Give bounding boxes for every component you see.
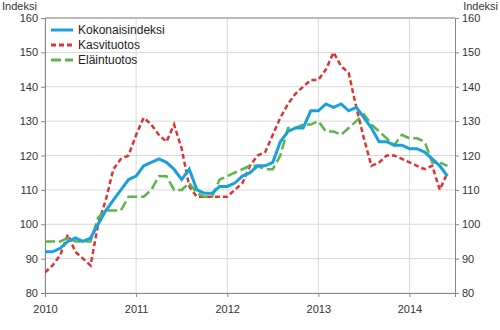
tick-label: 2010 [33,303,57,315]
tick-label: 80 [26,287,38,299]
tick-label: 90 [462,253,474,265]
tick-mark [41,224,45,225]
x-axis: 2010 2011 2012 2013 2014 [33,293,455,315]
y2-label: Indeksi [463,0,498,12]
grid-line [45,258,455,259]
tick: 140 [20,81,45,93]
tick-mark [41,156,45,157]
tick-mark [41,190,45,191]
tick-label: 150 [20,46,38,58]
axis-line [456,19,460,294]
y-axis: 80 90 100 110 120 130 140 150 160 [20,12,46,299]
tick-mark [318,293,319,297]
tick-label: 2014 [398,303,422,315]
tick-label: 80 [462,287,474,299]
tick-mark [41,121,45,122]
tick: 2011 [125,293,149,315]
tick: 80 [26,287,45,299]
tick-label: 130 [462,115,480,127]
legend-swatch [51,44,73,47]
tick-label: 110 [462,184,480,196]
tick: 150 [455,46,480,58]
tick-mark [455,87,459,88]
tick-mark [409,293,410,297]
tick-mark [455,156,459,157]
grid-line [45,18,455,19]
tick: 130 [455,115,480,127]
y2-axis: 80 90 100 110 120 130 140 150 160 [455,12,480,299]
tick: 2014 [398,293,422,315]
frame [45,18,455,19]
tick-mark [41,52,45,53]
grid-line [45,224,455,225]
tick-label: 100 [462,218,480,230]
tick-label: 150 [462,46,480,58]
tick: 150 [20,46,45,58]
tick-label: 2012 [215,303,239,315]
tick-mark [41,259,45,260]
tick-mark [455,18,459,19]
tick: 100 [455,218,480,230]
y-label: Indeksi [2,0,37,12]
lines [45,52,447,272]
tick-mark [41,87,45,88]
tick-mark [41,18,45,19]
series-line [45,52,447,272]
tick-label: 160 [20,12,38,24]
tick: 120 [455,150,480,162]
tick-label: 2011 [125,303,149,315]
tick: 160 [20,12,45,24]
tick: 130 [20,115,45,127]
tick-label: 130 [20,115,38,127]
tick-mark [136,293,137,297]
grid-line [45,86,455,87]
grid-line [45,189,455,190]
tick-mark [41,293,45,294]
series-line [45,114,447,241]
legend: KokonaisindeksiKasvituotosEläintuotos [51,23,165,67]
axis-line [46,294,456,298]
chart: 2010 2011 2012 2013 2014 80 90 100 110 120 130 140 1… [0,0,500,330]
tick: 120 [20,150,45,162]
tick-label: 90 [26,253,38,265]
grid-line [227,18,228,293]
axis-line [41,19,46,294]
tick: 140 [455,81,480,93]
legend-label: Eläintuotos [78,53,137,67]
legend-label: Kasvituotos [78,38,140,52]
tick-label: 2013 [307,303,331,315]
tick-label: 110 [20,184,38,196]
tick: 110 [455,184,480,196]
legend-swatch [51,59,73,62]
tick-mark [227,293,228,297]
tick-mark [455,259,459,260]
series-line [45,104,447,252]
grid-line [318,18,319,293]
tick-label: 160 [462,12,480,24]
grid [45,18,455,293]
tick: 80 [455,287,474,299]
tick-label: 140 [20,81,38,93]
tick: 110 [20,184,45,196]
legend-swatch [51,29,73,32]
tick: 160 [455,12,480,24]
tick: 2012 [215,293,239,315]
tick: 90 [455,253,474,265]
tick-mark [455,121,459,122]
grid-line [45,121,455,122]
tick-mark [455,293,459,294]
tick-mark [455,190,459,191]
tick: 2013 [307,293,331,315]
tick-label: 120 [462,150,480,162]
legend-label: Kokonaisindeksi [78,23,165,37]
tick-label: 140 [462,81,480,93]
tick-label: 120 [20,150,38,162]
tick: 90 [26,253,45,265]
tick-mark [455,52,459,53]
tick-mark [455,224,459,225]
tick-label: 100 [20,218,38,230]
tick: 100 [20,218,45,230]
grid-line [409,18,410,293]
